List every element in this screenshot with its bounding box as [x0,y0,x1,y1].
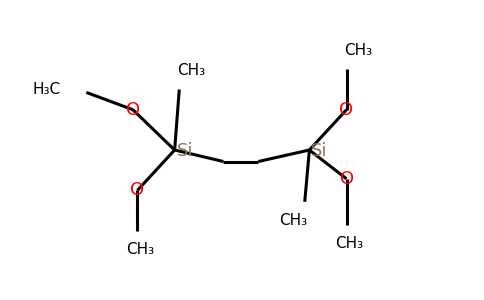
Text: O: O [340,170,354,188]
Text: Si: Si [311,142,328,160]
Text: H₃C: H₃C [32,82,61,97]
Text: O: O [130,181,145,199]
Text: O: O [339,101,354,119]
Text: CH₃: CH₃ [344,43,372,58]
Text: CH₃: CH₃ [279,213,307,228]
Text: O: O [126,101,140,119]
Text: Si: Si [177,142,193,160]
Text: CH₃: CH₃ [126,242,154,257]
Text: CH₃: CH₃ [177,63,205,78]
Text: CH₃: CH₃ [335,236,363,251]
